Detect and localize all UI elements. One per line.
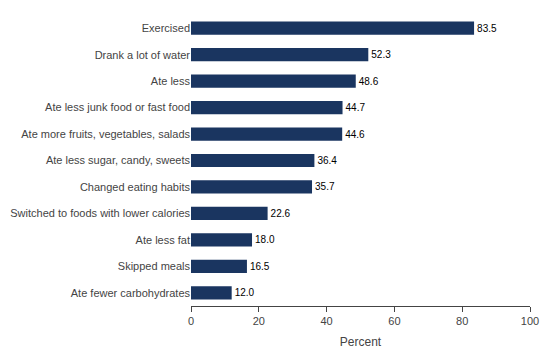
svg-text:44.6: 44.6 [345, 129, 365, 140]
svg-text:60: 60 [388, 315, 400, 327]
svg-text:100: 100 [521, 315, 539, 327]
svg-text:18.0: 18.0 [255, 234, 275, 245]
svg-text:Drank a lot of water: Drank a lot of water [95, 49, 191, 61]
svg-text:0: 0 [188, 315, 194, 327]
svg-text:Ate less sugar, candy, sweets: Ate less sugar, candy, sweets [46, 154, 191, 166]
svg-text:Ate less junk food or fast foo: Ate less junk food or fast food [45, 101, 190, 113]
svg-text:12.0: 12.0 [235, 287, 255, 298]
svg-text:Skipped meals: Skipped meals [118, 260, 191, 272]
svg-text:Exercised: Exercised [142, 22, 190, 34]
svg-text:Ate fewer carbohydrates: Ate fewer carbohydrates [71, 287, 191, 299]
svg-text:40: 40 [320, 315, 332, 327]
svg-text:35.7: 35.7 [315, 181, 335, 192]
svg-text:Switched to foods with lower c: Switched to foods with lower calories [10, 207, 190, 219]
svg-text:36.4: 36.4 [317, 155, 337, 166]
svg-text:52.3: 52.3 [371, 49, 391, 60]
svg-text:16.5: 16.5 [250, 261, 270, 272]
svg-text:Ate more fruits, vegetables, s: Ate more fruits, vegetables, salads [21, 128, 190, 140]
svg-text:Ate less: Ate less [151, 75, 191, 87]
svg-text:Changed eating habits: Changed eating habits [80, 181, 191, 193]
svg-text:44.7: 44.7 [346, 102, 366, 113]
svg-text:22.6: 22.6 [271, 208, 291, 219]
svg-text:80: 80 [456, 315, 468, 327]
svg-text:48.6: 48.6 [359, 76, 379, 87]
svg-text:83.5: 83.5 [477, 23, 497, 34]
svg-text:Ate less fat: Ate less fat [136, 234, 190, 246]
svg-text:20: 20 [253, 315, 265, 327]
svg-text:Percent: Percent [340, 335, 382, 349]
